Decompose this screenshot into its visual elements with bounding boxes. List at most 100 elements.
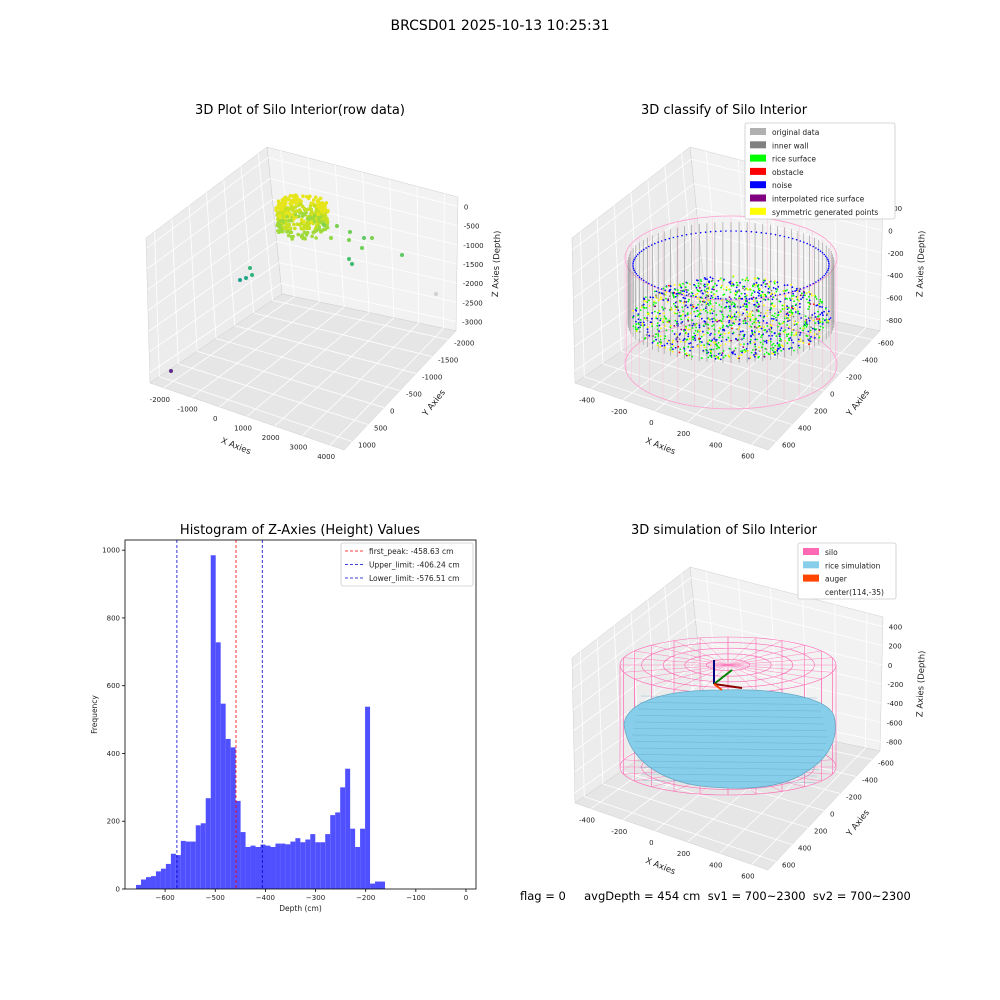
noise-point — [672, 291, 675, 294]
classified-point — [676, 336, 679, 339]
classified-point — [649, 321, 652, 324]
classified-point — [679, 292, 682, 295]
classified-point — [661, 292, 664, 295]
classified-point — [751, 323, 754, 325]
classified-point — [821, 306, 823, 308]
classified-point — [806, 324, 809, 326]
classified-point — [635, 323, 638, 326]
histogram-bar — [250, 845, 256, 889]
noise-point — [704, 231, 707, 233]
classified-point — [821, 311, 823, 314]
data-point — [248, 266, 252, 270]
classified-point — [658, 324, 661, 327]
classified-point — [745, 278, 748, 281]
noise-point — [657, 287, 659, 289]
classified-point — [753, 330, 756, 333]
data-point — [289, 235, 294, 239]
classified-point — [648, 334, 651, 337]
classified-point — [783, 284, 786, 287]
classified-point — [805, 325, 808, 328]
noise-point — [735, 298, 737, 300]
classified-point — [793, 349, 795, 352]
data-point — [305, 226, 309, 231]
classified-point — [634, 326, 637, 328]
classified-point — [735, 316, 737, 318]
classified-point — [772, 342, 775, 345]
data-point — [314, 228, 319, 233]
classified-point — [809, 329, 812, 332]
classified-point — [778, 335, 781, 338]
classified-point — [795, 323, 798, 326]
classified-point — [790, 339, 793, 341]
noise-point — [817, 279, 820, 282]
panel-title-raw: 3D Plot of Silo Interior(row data) — [195, 103, 405, 118]
classified-point — [774, 351, 776, 353]
classified-point — [802, 329, 804, 332]
legend-swatch — [750, 207, 766, 215]
classified-point — [782, 348, 785, 350]
classified-point — [735, 337, 737, 340]
noise-point — [774, 294, 777, 297]
classified-point — [711, 277, 714, 280]
noise-point — [827, 267, 830, 270]
noise-point — [637, 274, 639, 277]
classified-point — [664, 307, 666, 310]
classified-point — [742, 312, 745, 315]
classified-point — [788, 337, 790, 340]
classified-point — [708, 343, 711, 346]
classified-point — [707, 327, 710, 330]
x-tick-label: -2000 — [150, 396, 170, 404]
classified-point — [693, 283, 695, 286]
classified-point — [775, 335, 778, 338]
classified-point — [774, 280, 776, 282]
classified-point — [770, 289, 773, 292]
grid-line — [146, 157, 269, 249]
x-tick-label: −200 — [356, 894, 375, 902]
silo-spoke — [727, 664, 822, 680]
classified-point — [739, 296, 741, 299]
classified-point — [757, 303, 760, 306]
classified-point — [760, 290, 763, 293]
grid-line — [693, 598, 883, 647]
classified-point — [717, 295, 719, 298]
classified-point — [797, 310, 799, 313]
noise-point — [635, 273, 638, 275]
classified-point — [766, 283, 768, 285]
classified-point — [665, 294, 667, 296]
classified-point — [785, 333, 788, 336]
classified-point — [765, 331, 768, 334]
classified-point — [726, 299, 728, 302]
noise-point — [765, 232, 767, 235]
noise-point — [760, 296, 763, 299]
classified-point — [819, 305, 821, 308]
histogram-bar — [335, 812, 341, 889]
classified-point — [656, 322, 659, 324]
classified-point — [781, 344, 783, 346]
data-point — [317, 225, 322, 229]
z-tick-label: 0 — [888, 228, 892, 236]
classified-point — [690, 291, 693, 294]
classified-point — [751, 310, 754, 312]
classified-point — [644, 296, 647, 298]
classified-point — [666, 301, 669, 303]
classified-point — [760, 336, 762, 338]
classified-point — [785, 297, 787, 300]
noise-point — [824, 273, 827, 275]
classified-point — [754, 355, 756, 358]
classified-point — [711, 318, 713, 320]
classified-point — [766, 322, 768, 324]
y-tick-label: 0 — [830, 811, 834, 819]
classified-point — [805, 334, 808, 337]
data-point — [400, 253, 404, 257]
histogram-bar — [200, 823, 206, 889]
classified-point — [767, 285, 770, 287]
y-tick-label: 400 — [107, 750, 120, 758]
classified-point — [685, 327, 687, 330]
classified-point — [763, 329, 766, 332]
classified-point — [709, 312, 712, 315]
classified-point — [741, 350, 744, 352]
classified-point — [785, 317, 788, 320]
classified-point — [708, 304, 710, 307]
mesh-line — [640, 695, 818, 699]
classified-point — [637, 314, 639, 317]
